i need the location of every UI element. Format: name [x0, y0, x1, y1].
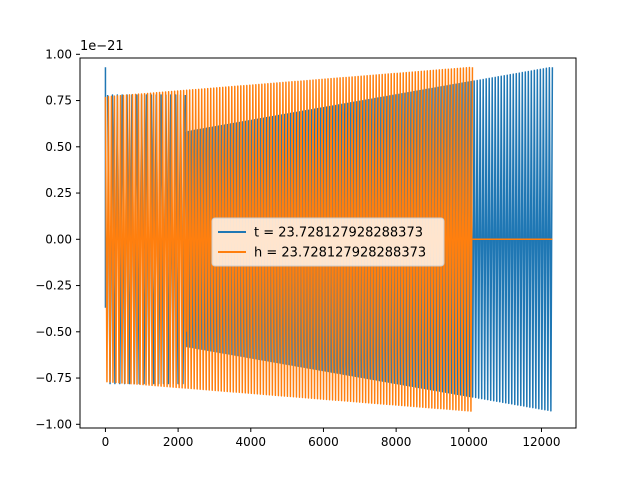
- x-tick-label: 6000: [308, 435, 339, 449]
- y-tick-label: 0.00: [45, 232, 72, 246]
- plot-area: [79, 57, 577, 429]
- y-axis: −1.00 −0.75 −0.50 −0.25 0.00 0.25 0.50 0.75 1.00: [35, 47, 80, 431]
- x-tick-label: 0: [102, 435, 110, 449]
- y-tick-label: −0.25: [35, 279, 72, 293]
- axes-frame: [79, 57, 577, 429]
- series-layer: [104, 66, 554, 412]
- y-tick-label: 0.25: [45, 186, 72, 200]
- series-2-segment-1: [104, 66, 474, 412]
- series-2: [104, 66, 553, 412]
- legend-label-1: t = 23.728127928288373: [254, 226, 423, 241]
- x-tick-label: 4000: [236, 435, 267, 449]
- legend-box: [211, 217, 445, 267]
- x-axis: 0 2000 4000 6000 8000 10000 12000: [102, 428, 561, 449]
- y-tick-label: −0.50: [35, 325, 72, 339]
- x-tick-label: 2000: [163, 435, 194, 449]
- y-offset-label: 1e−21: [80, 39, 124, 54]
- x-tick-label: 10000: [450, 435, 488, 449]
- y-tick-label: 1.00: [45, 47, 72, 61]
- legend-label-2: h = 23.728127928288373: [254, 246, 426, 261]
- x-tick-label: 8000: [381, 435, 412, 449]
- y-tick-label: −0.75: [35, 371, 72, 385]
- y-tick-label: 0.75: [45, 94, 72, 108]
- y-tick-label: 0.50: [45, 140, 72, 154]
- legend: t = 23.728127928288373 h = 23.72812792828…: [211, 217, 445, 267]
- y-tick-label: −1.00: [35, 417, 72, 431]
- x-tick-label: 12000: [522, 435, 560, 449]
